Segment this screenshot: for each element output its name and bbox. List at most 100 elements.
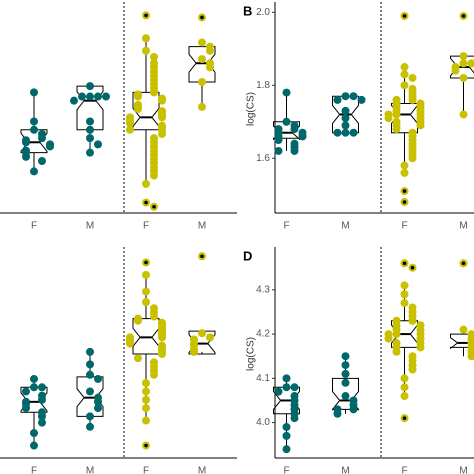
dot bbox=[333, 128, 342, 137]
dot bbox=[282, 383, 291, 392]
dot bbox=[333, 95, 342, 104]
dot bbox=[86, 370, 94, 379]
dot bbox=[400, 81, 409, 90]
dot bbox=[408, 154, 417, 163]
dot bbox=[86, 347, 94, 356]
dot bbox=[400, 290, 409, 299]
dot bbox=[150, 88, 158, 97]
dot bbox=[392, 125, 401, 134]
y-axis-label: log(CS) bbox=[246, 92, 257, 126]
outlier-center bbox=[402, 189, 407, 193]
dot bbox=[282, 88, 291, 97]
dot bbox=[400, 299, 409, 308]
dot bbox=[142, 298, 150, 306]
box bbox=[188, 46, 216, 83]
dot bbox=[459, 325, 468, 334]
dot bbox=[384, 114, 393, 123]
dot bbox=[400, 70, 409, 79]
panel-letter: D bbox=[243, 248, 252, 263]
dot bbox=[142, 416, 150, 425]
x-tick-label: M bbox=[86, 466, 94, 474]
dot bbox=[134, 354, 142, 363]
dot bbox=[198, 102, 206, 111]
x-tick-label: F bbox=[401, 221, 407, 232]
dot bbox=[341, 121, 350, 130]
dot bbox=[333, 409, 342, 418]
outlier-center bbox=[200, 254, 204, 259]
y-tick-label: 2.0 bbox=[256, 7, 270, 18]
dot bbox=[150, 370, 158, 379]
dot bbox=[341, 128, 350, 137]
dot bbox=[30, 125, 38, 134]
x-tick-label: F bbox=[31, 221, 37, 232]
dot bbox=[349, 128, 358, 137]
dot bbox=[102, 92, 110, 101]
dot bbox=[341, 361, 350, 370]
dot bbox=[400, 161, 409, 170]
dot bbox=[408, 95, 417, 104]
dot bbox=[357, 95, 366, 104]
dot bbox=[86, 134, 94, 143]
dot bbox=[198, 77, 206, 86]
dot bbox=[38, 395, 46, 404]
x-tick-label: M bbox=[459, 466, 467, 474]
dot bbox=[142, 34, 150, 43]
x-tick-label: F bbox=[143, 466, 149, 474]
dot bbox=[190, 347, 198, 356]
outlier-center bbox=[144, 13, 148, 18]
dot bbox=[451, 66, 460, 75]
x-tick-label: M bbox=[198, 221, 206, 232]
dot bbox=[94, 140, 102, 149]
dot bbox=[392, 330, 401, 339]
dot bbox=[86, 148, 94, 157]
dot bbox=[400, 383, 409, 392]
dot bbox=[142, 404, 150, 413]
box bbox=[273, 386, 300, 415]
dot bbox=[408, 365, 417, 374]
x-tick-label: F bbox=[143, 221, 149, 232]
dot bbox=[86, 422, 94, 431]
dot bbox=[30, 383, 38, 392]
x-tick-label: M bbox=[341, 221, 349, 232]
dot bbox=[22, 138, 30, 147]
dot bbox=[94, 92, 102, 101]
dot bbox=[400, 63, 409, 72]
dot bbox=[206, 46, 214, 55]
dot bbox=[86, 412, 94, 421]
dot bbox=[150, 312, 158, 321]
dot bbox=[78, 92, 86, 101]
dot bbox=[341, 378, 350, 387]
dot bbox=[198, 329, 206, 338]
dot bbox=[142, 387, 150, 396]
dot bbox=[134, 92, 142, 101]
x-tick-label: F bbox=[31, 466, 37, 474]
outlier-center bbox=[144, 443, 148, 448]
outlier-center bbox=[152, 204, 156, 209]
dot bbox=[38, 157, 46, 165]
x-tick-label: M bbox=[459, 221, 467, 232]
outlier-center bbox=[402, 14, 407, 18]
dot bbox=[392, 110, 401, 119]
dot bbox=[408, 73, 417, 82]
outlier-center bbox=[144, 200, 148, 205]
dot bbox=[86, 82, 94, 91]
dot bbox=[459, 110, 468, 119]
dot bbox=[282, 423, 291, 432]
outlier-center bbox=[402, 261, 407, 266]
x-tick-label: F bbox=[401, 466, 407, 474]
y-tick-label: 4.2 bbox=[256, 329, 270, 340]
y-tick-label: 1.8 bbox=[256, 80, 270, 91]
dot bbox=[198, 38, 206, 47]
dot bbox=[134, 316, 142, 325]
dot bbox=[408, 316, 417, 325]
dot bbox=[459, 52, 468, 61]
dot bbox=[416, 121, 425, 130]
dot bbox=[86, 387, 94, 396]
box bbox=[450, 333, 474, 350]
dot bbox=[282, 117, 291, 126]
outlier-center bbox=[200, 15, 204, 20]
dot bbox=[142, 287, 150, 296]
dot bbox=[341, 392, 350, 401]
dot bbox=[30, 429, 38, 438]
